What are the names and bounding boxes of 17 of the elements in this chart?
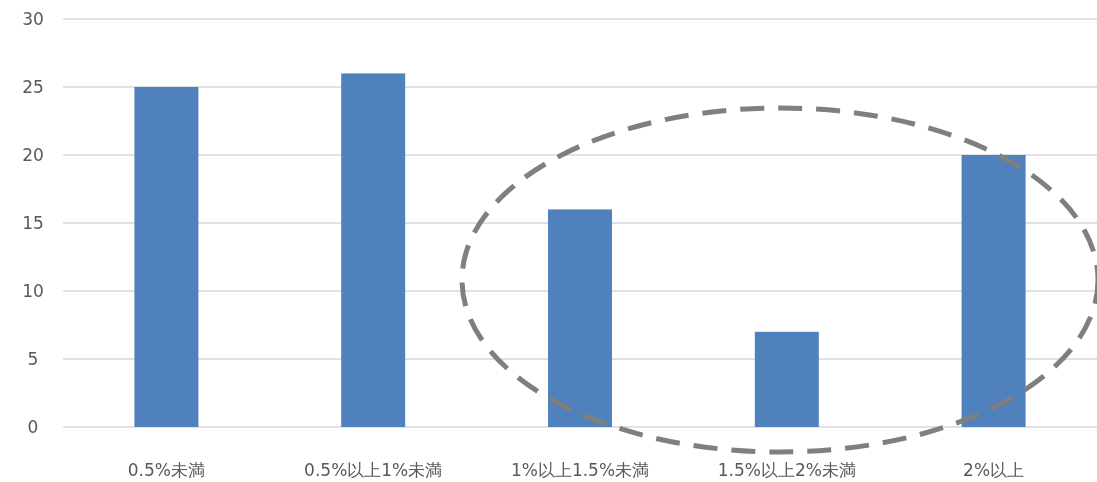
y-tick-label: 5 [27, 349, 39, 369]
y-tick-label: 25 [22, 77, 44, 97]
bar [754, 331, 819, 427]
bar [548, 209, 612, 427]
y-tick-label: 30 [22, 9, 44, 29]
bar [134, 87, 199, 427]
x-tick-label: 0.5%未満 [127, 460, 205, 480]
bar [961, 155, 1026, 427]
x-tick-label: 1.5%以上2%未満 [717, 460, 856, 480]
x-tick-label: 2%以上 [963, 460, 1025, 480]
bar [341, 73, 406, 427]
y-tick-label: 0 [27, 417, 39, 437]
x-tick-label: 0.5%以上1%未満 [304, 460, 443, 480]
y-tick-label: 10 [22, 281, 44, 301]
y-tick-label: 20 [22, 145, 44, 165]
y-tick-label: 15 [22, 213, 44, 233]
x-tick-label: 1%以上1.5%未満 [510, 460, 650, 480]
